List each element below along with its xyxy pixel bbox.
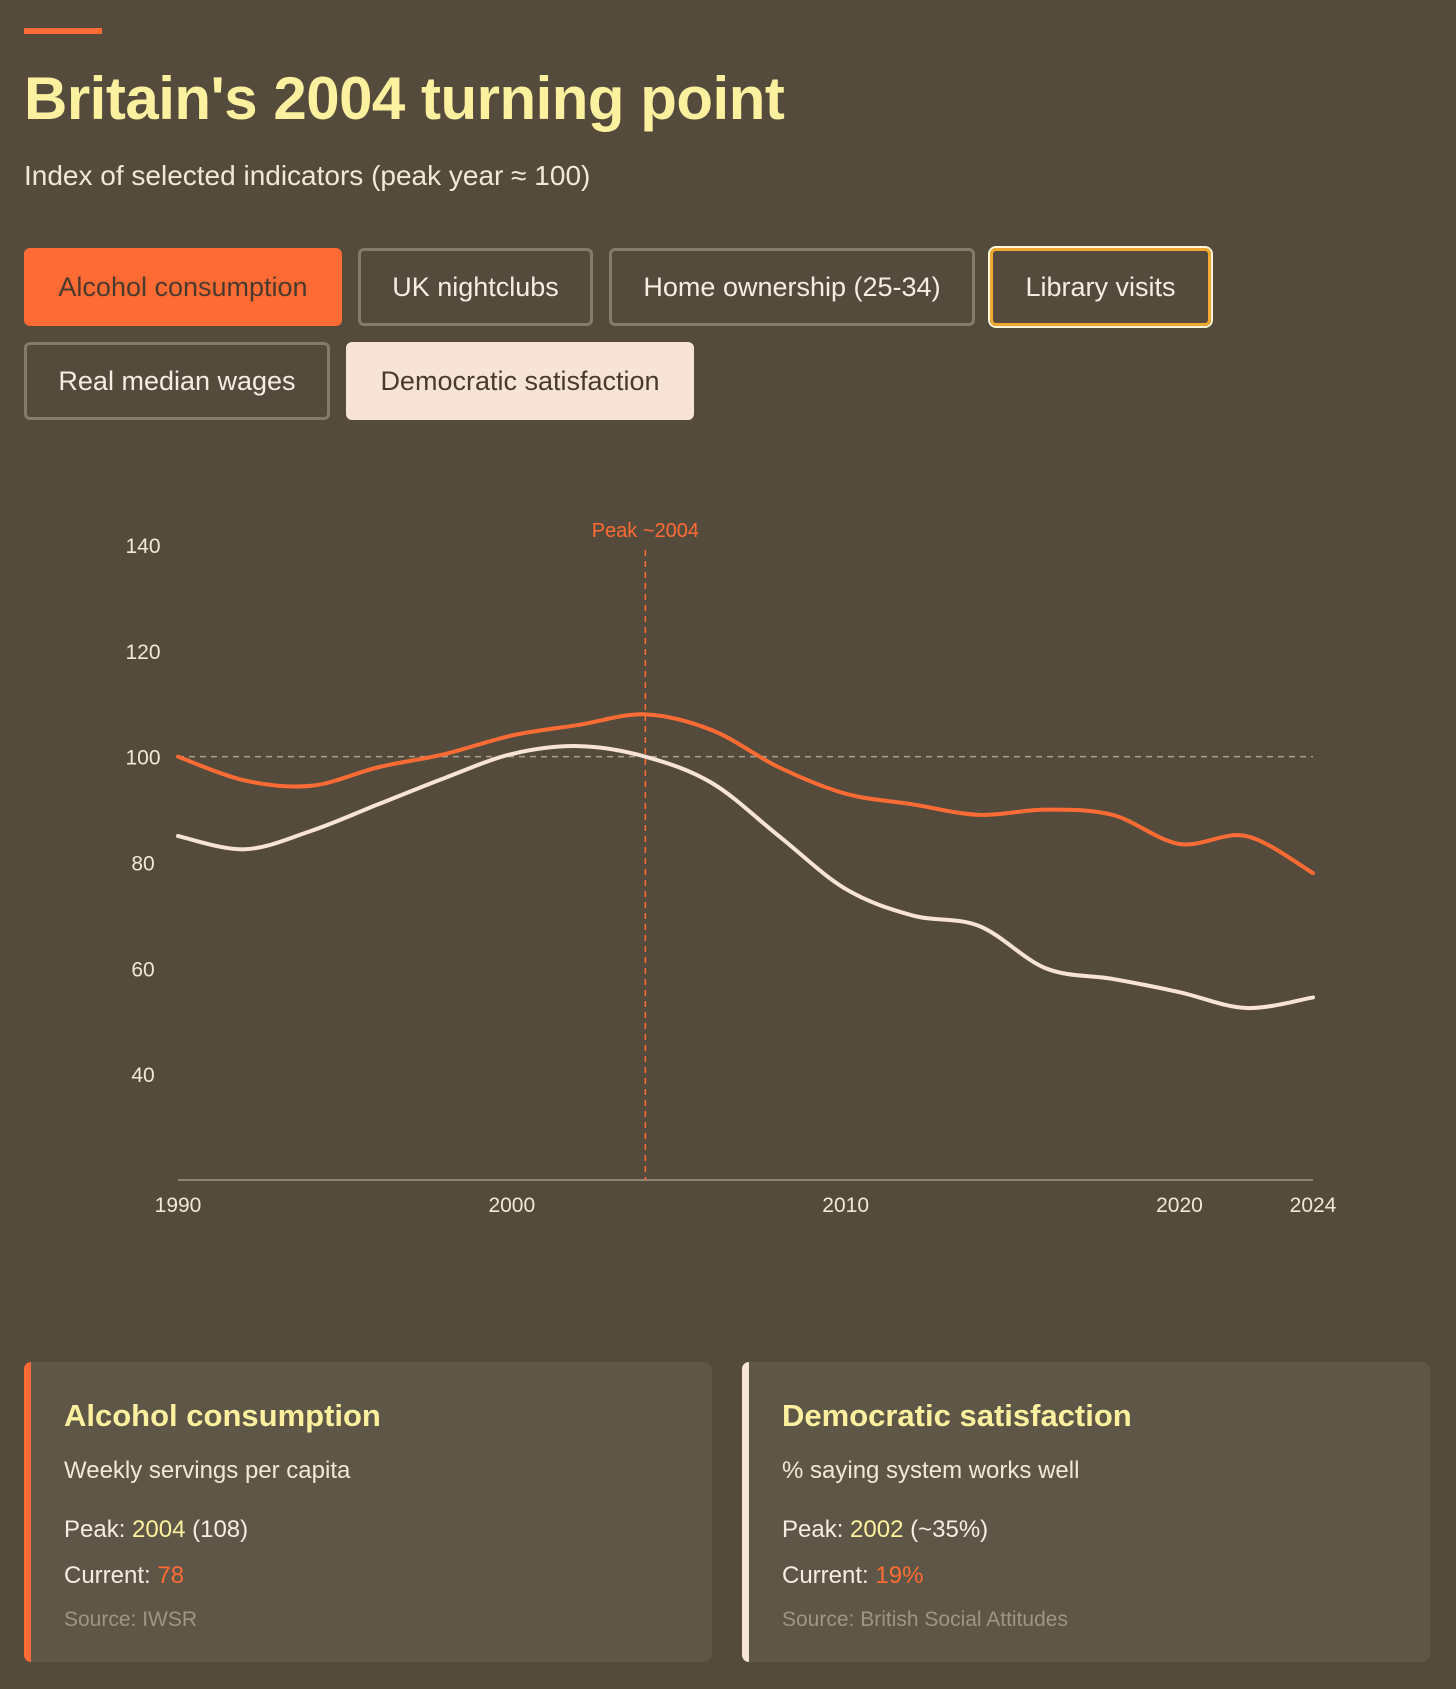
card-description: Weekly servings per capita [64,1457,351,1484]
card-title: Alcohol consumption [64,1398,381,1433]
current-value: 19% [875,1562,924,1589]
card-alcohol-consumption: Alcohol consumption Weekly servings per … [24,1362,712,1662]
peak-label: Peak: [64,1516,126,1543]
current-value: 78 [157,1562,185,1589]
toggle-democratic-satisfaction[interactable]: Democratic satisfaction [346,342,694,420]
card-source: Source: British Social Attitudes [782,1608,1068,1631]
card-stripe [742,1362,749,1662]
peak-label: Peak: [782,1516,844,1543]
x-tick-label: 2010 [822,1194,869,1217]
accent-bar [24,28,102,34]
card-title: Democratic satisfaction [782,1398,1132,1433]
toggle-home-ownership[interactable]: Home ownership (25-34) [609,248,975,326]
series-line-alcohol-consumption [176,712,1315,876]
card-democratic-satisfaction: Democratic satisfaction % saying system … [742,1362,1430,1662]
x-tick-label: 2020 [1156,1194,1203,1217]
series-line-democratic-satisfaction [176,744,1315,1011]
peak-year: 2004 [132,1516,186,1543]
toggle-library-visits[interactable]: Library visits [990,248,1211,326]
page-subtitle: Index of selected indicators (peak year … [24,160,591,191]
y-tick-label: 140 [125,535,160,558]
peak-value: (~35%) [910,1516,989,1543]
card-peak: Peak: 2002 (~35%) [782,1516,988,1544]
card-current: Current: 19% [782,1562,923,1590]
peak-year: 2002 [850,1516,904,1543]
peak-annotation-label: Peak ~2004 [592,520,699,542]
card-stripe [24,1362,31,1662]
line-chart: 40 60 80 100 120 140 1990 2000 2010 2020 2024 Peak … [125,520,1337,1217]
y-tick-label: 80 [131,853,154,876]
current-label: Current: [64,1562,151,1589]
card-description: % saying system works well [782,1457,1080,1484]
x-tick-label: 2024 [1290,1194,1337,1217]
card-peak: Peak: 2004 (108) [64,1516,248,1544]
card-current: Current: 78 [64,1562,184,1590]
x-tick-label: 2000 [488,1194,535,1217]
y-tick-label: 120 [125,641,160,664]
toggle-uk-nightclubs[interactable]: UK nightclubs [358,248,593,326]
y-tick-label: 40 [131,1064,154,1087]
peak-value: (108) [192,1516,249,1543]
x-tick-label: 1990 [155,1194,202,1217]
toggle-real-median-wages[interactable]: Real median wages [24,342,330,420]
y-tick-label: 60 [131,958,154,981]
y-tick-label: 100 [125,747,160,770]
toggle-alcohol-consumption[interactable]: Alcohol consumption [24,248,342,326]
page-title: Britain's 2004 turning point [24,65,785,132]
current-label: Current: [782,1562,869,1589]
card-source: Source: IWSR [64,1608,198,1631]
